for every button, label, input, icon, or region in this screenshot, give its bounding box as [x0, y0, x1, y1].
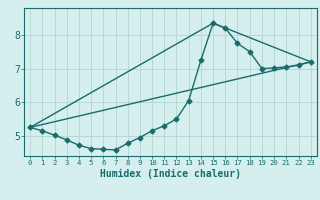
X-axis label: Humidex (Indice chaleur): Humidex (Indice chaleur) — [100, 169, 241, 179]
